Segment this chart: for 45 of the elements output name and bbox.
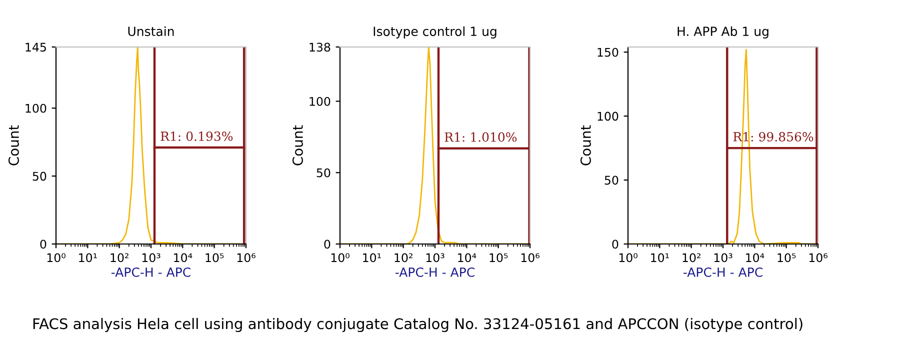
x-axis-title: -APC-H - APC xyxy=(396,267,474,277)
x-tick-label: 10⁰ xyxy=(331,253,350,262)
y-tick-label: 100 xyxy=(310,96,330,106)
y-tick-label: 0 xyxy=(324,240,330,249)
text: FACS analysis Hela cell using antibody conjugate Catalog No. 33124-05161 and APCCON (isotype control) xyxy=(33,318,802,332)
chart-title: Isotype control 1 ug xyxy=(374,26,496,38)
y-tick-label: 50 xyxy=(316,168,330,178)
annotation: R1: 1.010% xyxy=(444,132,517,142)
x-tick-label: 10¹ xyxy=(363,253,381,262)
x-tick-label: 10⁵ xyxy=(778,253,796,262)
y-axis-title: Count xyxy=(292,125,303,166)
x-tick-label: 10⁰ xyxy=(619,253,638,262)
x-tick-label: 10² xyxy=(682,253,700,262)
y-axis-title: Count xyxy=(580,125,591,166)
y-tick-label: 150 xyxy=(598,48,618,57)
x-tick-label: 10¹ xyxy=(651,253,669,262)
x-tick-label: 10⁶ xyxy=(809,253,828,262)
x-tick-label: 10⁴ xyxy=(174,253,192,262)
x-tick-label: 10⁵ xyxy=(206,253,224,262)
x-tick-label: 10² xyxy=(394,253,412,262)
x-tick-label: 10⁰ xyxy=(47,253,66,262)
x-axis-title: -APC-H - APC xyxy=(112,267,190,277)
y-tick-label: 145 xyxy=(26,42,46,52)
y-tick-label: 50 xyxy=(604,176,618,185)
chart-title: H. APP Ab 1 ug xyxy=(678,26,768,38)
x-tick-label: 10³ xyxy=(426,253,444,262)
x-tick-label: 10³ xyxy=(714,253,732,262)
y-tick-label: 100 xyxy=(598,112,618,121)
y-tick-label: 138 xyxy=(310,42,330,52)
y-axis-title: Count xyxy=(8,125,19,166)
x-tick-label: 10³ xyxy=(142,253,160,262)
x-tick-label: 10² xyxy=(110,253,128,262)
x-tick-label: 10⁴ xyxy=(458,253,476,262)
y-tick-label: 0 xyxy=(612,240,618,249)
x-axis-title: -APC-H - APC xyxy=(684,267,762,277)
x-tick-label: 10⁵ xyxy=(490,253,508,262)
y-tick-label: 50 xyxy=(32,172,46,181)
x-tick-label: 10⁶ xyxy=(521,253,540,262)
x-tick-label: 10⁴ xyxy=(746,253,764,262)
annotation: R1: 0.193% xyxy=(160,131,233,141)
y-tick-label: 0 xyxy=(40,240,46,249)
x-tick-label: 10¹ xyxy=(79,253,97,262)
x-tick-label: 10⁶ xyxy=(237,253,256,262)
chart-title: Unstain xyxy=(128,26,174,36)
y-tick-label: 100 xyxy=(26,104,46,113)
